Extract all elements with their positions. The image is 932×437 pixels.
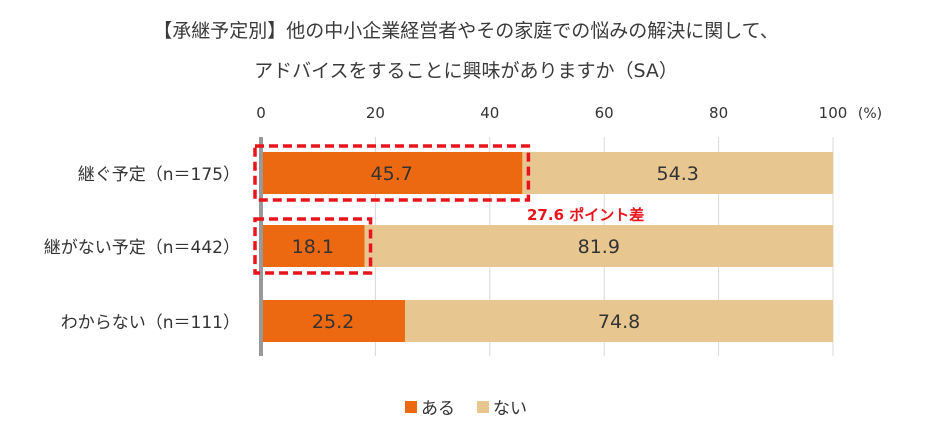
highlight-box — [253, 144, 531, 202]
legend-item-nai: ない — [477, 394, 527, 419]
annotation-text: 27.6 ポイント差 — [527, 206, 644, 224]
x-tick-label: 20 — [366, 104, 385, 122]
unit-label: (%) — [858, 106, 882, 122]
legend-item-aru: ある — [405, 394, 455, 419]
legend-label-aru: ある — [421, 399, 455, 419]
x-tick-label: 80 — [709, 104, 728, 122]
bar-segment — [522, 152, 833, 194]
x-tick-label: 40 — [480, 104, 499, 122]
chart-title-line1: 【承継予定別】他の中小企業経営者やその家庭での悩みの解決に関して、 — [153, 20, 779, 42]
data-label: 54.3 — [657, 163, 699, 185]
x-tick-label: 60 — [595, 104, 614, 122]
x-tick-label: 0 — [256, 104, 266, 122]
x-tick-label: 100 — [819, 104, 848, 122]
data-label: 74.8 — [598, 311, 640, 333]
chart-title-line2: アドバイスをすることに興味がありますか（SA） — [254, 60, 678, 82]
bar-segment — [261, 225, 365, 267]
category-label: 継がない予定（n＝442） — [44, 238, 240, 258]
legend-swatch-nai — [477, 400, 489, 413]
highlight-box — [253, 217, 373, 275]
bar-segment — [364, 225, 833, 267]
data-label: 18.1 — [292, 236, 334, 258]
category-label: わからない（n＝111） — [61, 313, 240, 333]
bar-segment — [261, 300, 406, 342]
data-label: 25.2 — [312, 311, 354, 333]
data-label: 81.9 — [578, 236, 620, 258]
bar-segment — [261, 152, 523, 194]
legend: ある ない — [0, 394, 932, 419]
data-label: 45.7 — [371, 163, 413, 185]
legend-swatch-aru — [405, 400, 417, 413]
category-label: 継ぐ予定（n＝175） — [78, 165, 240, 185]
bar-segment — [405, 300, 833, 342]
legend-label-nai: ない — [493, 399, 527, 419]
